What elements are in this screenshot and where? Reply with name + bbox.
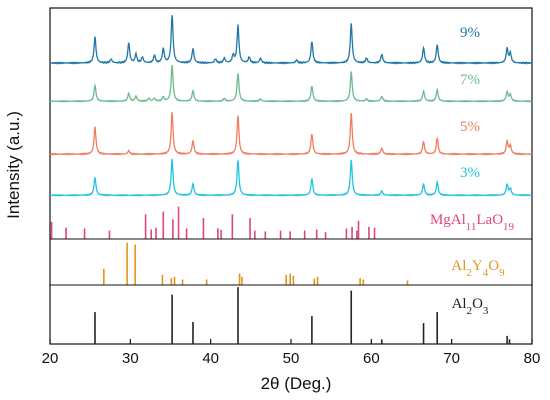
reference-label-3: Al2O3 — [452, 296, 489, 317]
label-part: LaO — [476, 212, 503, 228]
series-label-2: 7% — [460, 72, 480, 88]
reference-label-1: MgAl11LaO19 — [430, 212, 515, 233]
label-part: O — [472, 296, 483, 312]
subscript: 3 — [483, 305, 489, 317]
x-tick-label-60: 60 — [363, 350, 380, 367]
label-part: O — [488, 258, 499, 274]
subscript: 2 — [466, 267, 472, 279]
x-axis: 20 30 40 50 60 70 80 — [42, 339, 541, 367]
subscript: 19 — [503, 221, 515, 233]
x-tick-label-80: 80 — [524, 350, 541, 367]
series-label-3: 5% — [460, 119, 480, 135]
subscript: 11 — [466, 221, 477, 233]
x-tick-label-50: 50 — [283, 350, 300, 367]
series-label-4: 3% — [460, 165, 480, 181]
subscript: 2 — [467, 305, 473, 317]
x-tick-label-40: 40 — [202, 350, 219, 367]
series-label-1: 9% — [460, 25, 480, 41]
y-axis-title: Intensity (a.u.) — [4, 111, 23, 219]
label-part: Y — [472, 258, 483, 274]
x-axis-title: 2θ (Deg.) — [261, 374, 332, 393]
reference-label-2: Al2Y4O9 — [451, 258, 505, 279]
series-line-4 — [49, 158, 533, 197]
x-tick-label-20: 20 — [42, 350, 59, 367]
label-part: MgAl — [430, 212, 466, 228]
label-part: Al — [451, 258, 466, 274]
series-layer: 9% 7% 5% 3% — [49, 15, 533, 197]
series-line-2 — [49, 65, 533, 103]
subscript: 4 — [483, 267, 489, 279]
x-tick-label-70: 70 — [443, 350, 460, 367]
label-part: Al — [452, 296, 467, 312]
x-tick-label-30: 30 — [122, 350, 139, 367]
subscript: 9 — [499, 267, 505, 279]
series-line-1 — [49, 15, 533, 65]
series-line-3 — [49, 112, 533, 156]
